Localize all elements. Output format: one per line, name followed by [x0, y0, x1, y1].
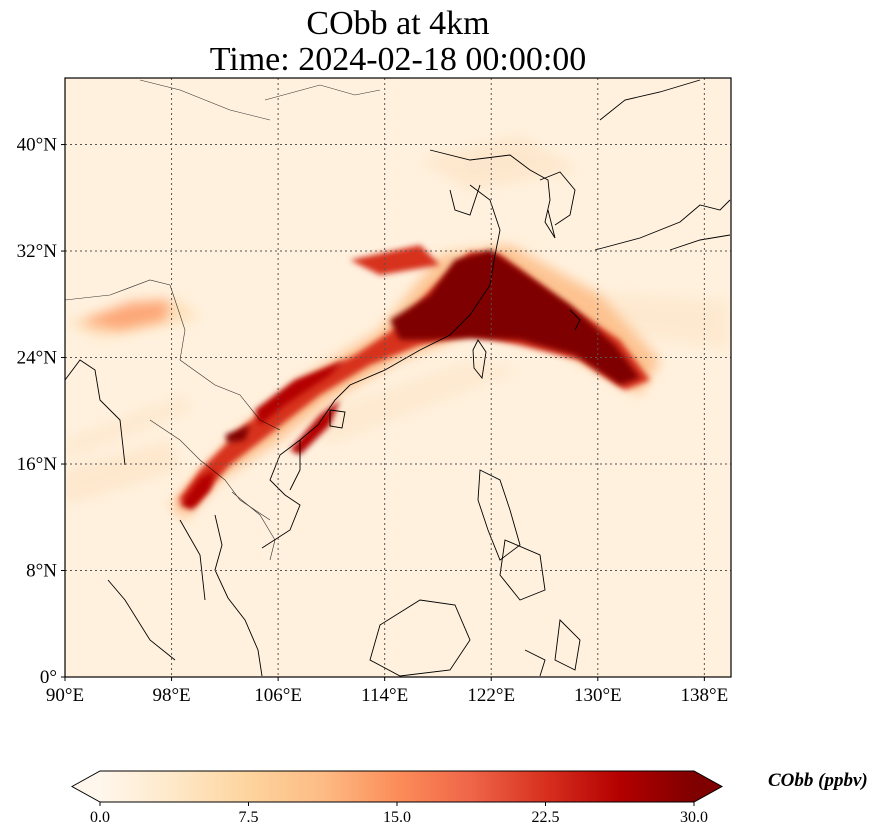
lat-tick-label: 40°N — [17, 135, 58, 156]
lat-tick-labels: 0° 8°N 16°N 24°N 32°N 40°N — [17, 135, 65, 688]
country-borders — [65, 79, 381, 561]
colorbar-tick-label: 22.5 — [532, 809, 560, 826]
colorbar-tick-label: 7.5 — [239, 809, 259, 826]
lon-tick-label: 130°E — [574, 685, 622, 706]
colorbar-tick-label: 30.0 — [680, 809, 708, 826]
map-frame — [64, 77, 732, 678]
map-subtitle-time: Time: 2024-02-18 00:00:00 — [209, 41, 587, 78]
islands — [107, 309, 581, 677]
colorbar-extend-min — [72, 771, 100, 802]
colorbar-ticks: 0.0 7.5 15.0 22.5 30.0 — [90, 802, 708, 826]
cobb-field — [65, 78, 731, 677]
lat-tick-label: 32°N — [17, 241, 58, 262]
lat-tick-label: 16°N — [17, 454, 58, 475]
colorbar-tick-label: 15.0 — [383, 809, 411, 826]
lat-tick-label: 8°N — [26, 561, 57, 582]
colorbar-tick-label: 0.0 — [90, 809, 110, 826]
lon-tick-label: 98°E — [152, 685, 190, 706]
coastlines — [65, 79, 731, 677]
colorbar-gradient — [100, 771, 694, 802]
map-title: CObb at 4km — [306, 5, 490, 42]
colorbar-extend-max — [694, 771, 722, 802]
lon-tick-labels: 90°E 98°E 106°E 114°E 122°E 130°E 138°E — [46, 677, 728, 706]
gridlines — [65, 78, 731, 677]
lon-tick-label: 138°E — [681, 685, 729, 706]
colorbar-label: CObb (ppbv) — [768, 770, 868, 791]
lon-tick-label: 114°E — [361, 685, 408, 706]
lon-tick-label: 106°E — [254, 685, 302, 706]
lat-tick-label: 24°N — [17, 348, 58, 369]
lon-tick-label: 122°E — [467, 685, 515, 706]
lat-tick-label: 0° — [40, 667, 57, 688]
colorbar: 0.0 7.5 15.0 22.5 30.0 — [70, 770, 724, 826]
lon-tick-label: 90°E — [46, 685, 84, 706]
